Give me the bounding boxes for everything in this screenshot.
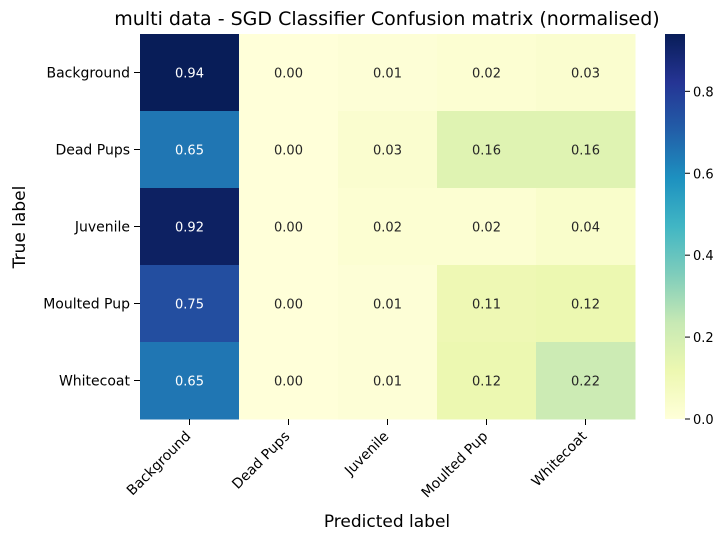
- cell-value-label: 0.00: [274, 67, 303, 82]
- cell-value-label: 0.65: [175, 144, 204, 159]
- colorbar-gradient: [665, 34, 685, 419]
- heatmap-cell: [338, 188, 438, 266]
- colorbar-tick-label: 0.0: [693, 413, 714, 428]
- heatmap-cell: [239, 342, 339, 420]
- heatmap-cell: [536, 342, 636, 420]
- heatmap-cell: [140, 188, 240, 266]
- heatmap-cell: [239, 188, 339, 266]
- cell-value-label: 0.02: [472, 221, 501, 236]
- cell-value-label: 0.65: [175, 375, 204, 390]
- y-tick-label: Moulted Pup: [43, 297, 130, 313]
- cell-value-label: 0.22: [571, 375, 600, 390]
- cell-value-label: 0.02: [373, 221, 402, 236]
- colorbar-tick-label: 0.8: [693, 85, 714, 100]
- cell-value-label: 0.00: [274, 144, 303, 159]
- cell-value-label: 0.03: [373, 144, 402, 159]
- cell-value-label: 0.12: [571, 298, 600, 313]
- cell-value-label: 0.00: [274, 221, 303, 236]
- heatmap-cell: [338, 34, 438, 112]
- cell-value-label: 0.16: [472, 144, 501, 159]
- heatmap-cell: [239, 34, 339, 112]
- heatmap-cell: [437, 342, 537, 420]
- colorbar-tick-label: 0.2: [693, 331, 714, 346]
- heatmap-cell: [140, 111, 240, 189]
- cell-value-label: 0.16: [571, 144, 600, 159]
- heatmap-cell: [239, 111, 339, 189]
- heatmap-cell: [140, 342, 240, 420]
- x-tick-label: Moulted Pup: [419, 428, 492, 501]
- colorbar: 0.0 0.2 0.4 0.6 0.8: [665, 34, 714, 428]
- cell-value-label: 0.04: [571, 221, 600, 236]
- heatmap-cell: [536, 188, 636, 266]
- heatmap-cell: [338, 111, 438, 189]
- y-tick-label: Juvenile: [74, 220, 130, 236]
- colorbar-tick-label: 0.4: [693, 249, 714, 264]
- heatmap-cell: [437, 34, 537, 112]
- colorbar-tick-label: 0.6: [693, 167, 714, 182]
- heatmap-cell: [140, 34, 240, 112]
- y-tick-label: Whitecoat: [59, 374, 131, 390]
- cell-value-label: 0.92: [175, 221, 204, 236]
- heatmap-cell: [140, 265, 240, 343]
- x-tick-label: Whitecoat: [529, 428, 591, 490]
- cell-value-label: 0.94: [175, 67, 204, 82]
- heatmap-cell: [437, 188, 537, 266]
- heatmap-cell: [437, 265, 537, 343]
- heatmap-cell: [536, 265, 636, 343]
- heatmap-cell: [437, 111, 537, 189]
- heatmap-cell: [239, 265, 339, 343]
- cell-value-label: 0.12: [472, 375, 501, 390]
- x-axis-ticks: Background Dead Pups Juvenile Moulted Pup Wh…: [124, 419, 591, 501]
- x-tick-label: Juvenile: [341, 429, 392, 480]
- heatmap-cell: [338, 265, 438, 343]
- y-axis-label: True label: [10, 186, 30, 270]
- cell-value-label: 0.01: [373, 67, 402, 82]
- chart-title: multi data - SGD Classifier Confusion ma…: [114, 8, 659, 30]
- heatmap-cell: [536, 111, 636, 189]
- heatmap-cells: 0.94 0.00 0.01 0.02 0.03 0.65 0.00 0.03 0.16 0.16…: [140, 34, 636, 420]
- cell-value-label: 0.00: [274, 298, 303, 313]
- cell-value-label: 0.00: [274, 375, 303, 390]
- heatmap-cell: [536, 34, 636, 112]
- x-axis-label: Predicted label: [324, 512, 450, 532]
- cell-value-label: 0.01: [373, 375, 402, 390]
- x-tick-label: Background: [124, 429, 194, 499]
- x-tick-label: Dead Pups: [229, 429, 293, 493]
- cell-value-label: 0.03: [571, 67, 600, 82]
- y-axis-ticks: Background Dead Pups Juvenile Moulted Pup Wh…: [43, 66, 140, 390]
- cell-value-label: 0.01: [373, 298, 402, 313]
- y-tick-label: Dead Pups: [55, 143, 130, 159]
- cell-value-label: 0.11: [472, 298, 501, 313]
- cell-value-label: 0.75: [175, 298, 204, 313]
- heatmap-cell: [338, 342, 438, 420]
- cell-value-label: 0.02: [472, 67, 501, 82]
- y-tick-label: Background: [46, 66, 130, 82]
